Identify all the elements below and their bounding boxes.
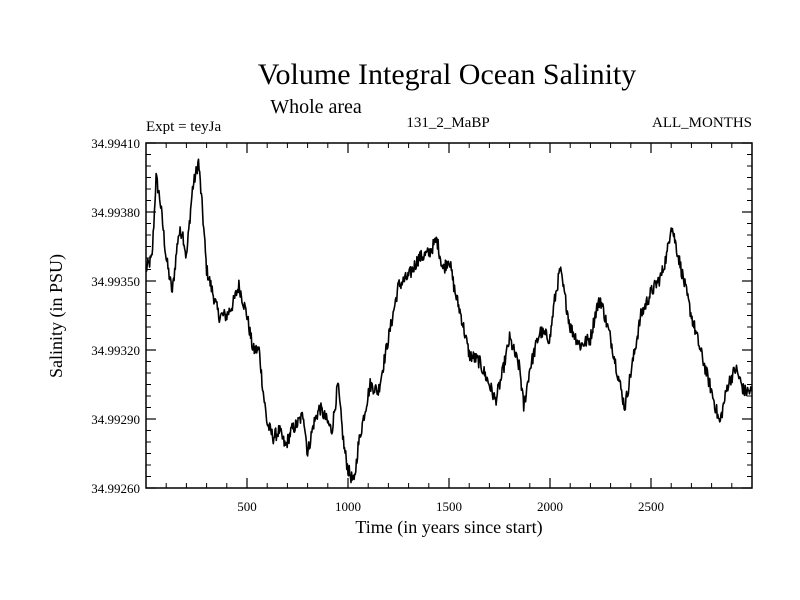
x-tick-label: 2500 — [638, 499, 664, 514]
x-axis-label: Time (in years since start) — [355, 517, 542, 538]
x-tick-label: 2000 — [537, 499, 563, 514]
plot-frame — [145, 142, 753, 489]
y-tick-label: 34.99350 — [91, 274, 140, 289]
experiment-label: Expt = teyJa — [146, 119, 221, 135]
y-tick-label: 34.99290 — [91, 412, 140, 427]
y-axis-label: Salinity (in PSU) — [46, 254, 67, 378]
x-tick-label: 1000 — [335, 499, 361, 514]
y-axis: 34.99260 34.99290 34.99320 34.99350 34.99380… — [91, 136, 752, 496]
chart-title: Volume Integral Ocean Salinity — [258, 58, 637, 91]
y-tick-label: 34.99320 — [91, 343, 140, 358]
y-tick-label: 34.99260 — [91, 481, 140, 496]
period-label: ALL_MONTHS — [652, 115, 752, 131]
chart-subtitle: Whole area — [270, 96, 362, 118]
x-tick-label: 1500 — [436, 499, 462, 514]
y-tick-label: 34.99380 — [91, 205, 140, 220]
x-axis: 500 1000 1500 2000 2500 — [165, 143, 733, 514]
salinity-line — [145, 158, 753, 484]
x-tick-label: 500 — [237, 499, 257, 514]
y-tick-label: 34.99410 — [91, 136, 140, 151]
run-label: 131_2_MaBP — [406, 115, 489, 131]
